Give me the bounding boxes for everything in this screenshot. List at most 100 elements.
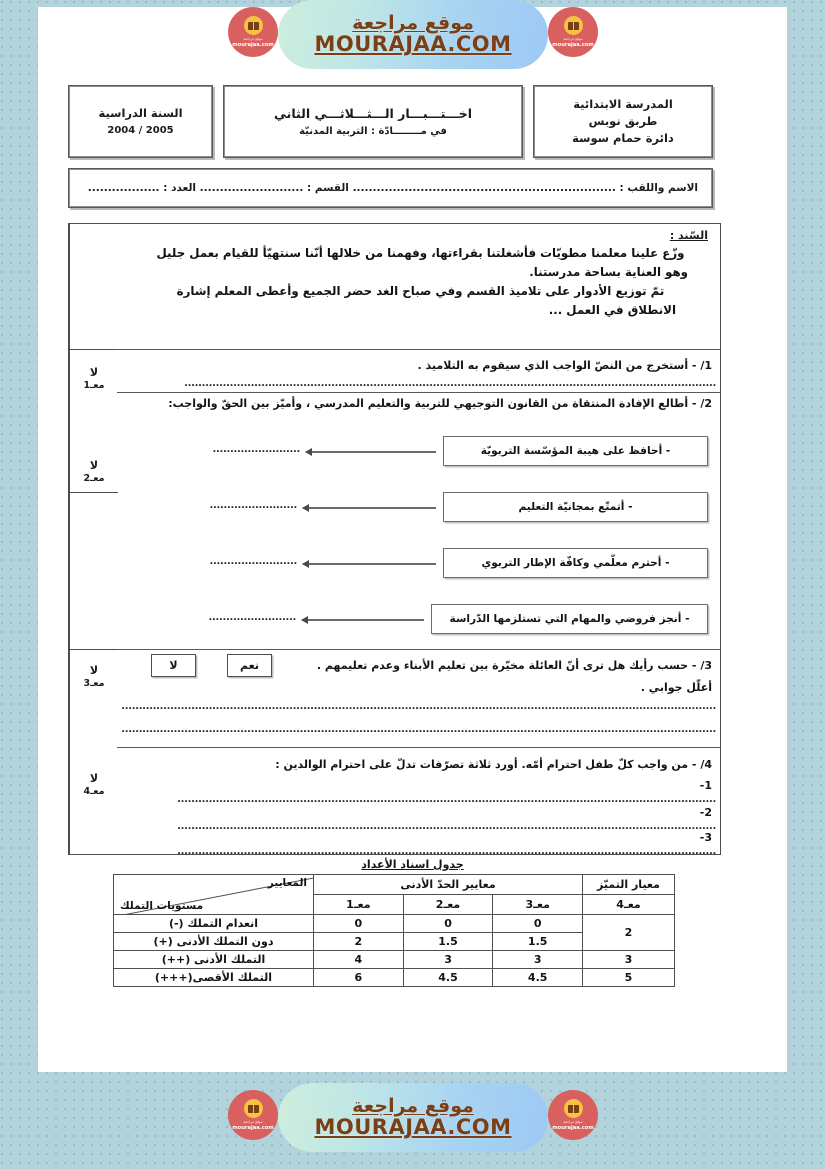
passage-label: السّند : (669, 229, 708, 242)
school-district-line: دائرة حمام سوسة (572, 130, 674, 145)
student-name-field[interactable]: ........................................… (352, 182, 617, 194)
watermark-arabic-text: موقع مراجعة (352, 11, 474, 34)
cell-r2-c2: 1.5 (402, 932, 494, 951)
badge-arabic-label: موقع مراجعة (563, 1120, 583, 1125)
student-number-field[interactable]: .................. (87, 182, 160, 194)
student-class-label: القسم : (307, 182, 349, 194)
school-info-box: المدرسة الابتدائية طربق نوبس دائرة حمام … (533, 85, 713, 158)
exam-body-frame: لا معـ1 لا معـ2 لا معـ3 لا معـ4 السّند :… (68, 223, 721, 857)
corner-levels-label: مستويات التملك (120, 900, 204, 912)
school-name-line1: المدرسة الابتدائية (573, 97, 673, 112)
match-arrow-4 (301, 616, 424, 624)
school-year-box: السنة الدراسية 2004 / 2005 (68, 85, 213, 158)
question-4-answer-line-3[interactable]: ........................................… (177, 846, 716, 857)
cell-r1-c2: 0 (402, 914, 494, 933)
table-row: 2 0 0 0 انعدام التملك (-) (113, 914, 675, 951)
statement-blank-4[interactable]: ......................... (208, 612, 296, 623)
watermark-pill (278, 1083, 548, 1152)
cell-r3-c3: 3 (492, 950, 583, 969)
book-icon (243, 1099, 263, 1119)
cell-r3-c1: 4 (313, 950, 404, 969)
book-icon (563, 1099, 583, 1119)
cell-r1-level: انعدام التملك (-) (113, 914, 314, 933)
badge-url-label: mourajaa.com (232, 1124, 274, 1131)
statement-box-2[interactable]: - أتمتّع بمجانيّة التعليم (443, 492, 708, 522)
question-3-text: 3/ - حسب رأيك هل ترى أنّ العائلة مخيّرة … (316, 659, 712, 672)
book-icon (563, 16, 583, 36)
question-4-item-1-number: 1- (699, 779, 712, 792)
exam-content-area: السّند : وزّع علينا معلمنا مطويّات فأشغل… (117, 224, 720, 857)
student-name-label: الاسم واللقب : (619, 182, 698, 194)
book-icon (243, 16, 263, 36)
question-2-text: 2/ - أطالع الإفادة المنتقاة من القانون ا… (168, 397, 712, 410)
table-row: 5 4.5 4.5 6 التملك الأقصى(+++) (113, 968, 675, 987)
watermark-banner-bottom: موقع مراجعة mourajaa.com موقع مراجعة MOU… (228, 1083, 598, 1152)
question-4-text: 4/ - من واجب كلّ طفل احترام أمّه. أورد ث… (275, 758, 712, 771)
table-row: 3 3 3 4 التملك الأدنى (++) (113, 950, 675, 969)
cell-c4-merged: 2 (582, 914, 675, 951)
exam-header-row: المدرسة الابتدائية طربق نوبس دائرة حمام … (68, 85, 713, 158)
match-arrow-3 (302, 560, 436, 568)
watermark-logo-badge-left: موقع مراجعة mourajaa.com (228, 7, 278, 57)
watermark-arabic-text: موقع مراجعة (352, 1094, 474, 1117)
badge-url-label: mourajaa.com (552, 1124, 594, 1131)
minimum-group-header: معايير الحدّ الأدنى (313, 874, 583, 895)
statement-box-4[interactable]: - أنجز فروضي والمهام التي تستلزمها الدّر… (431, 604, 708, 634)
column-header-c2: معـ2 (402, 894, 494, 915)
criteria-cell-2: لا معـ2 (83, 459, 105, 484)
statement-box-1[interactable]: - أحافظ على هيبة المؤسّسة التربويّة (443, 436, 708, 466)
watermark-pill (278, 0, 548, 69)
badge-arabic-label: موقع مراجعة (243, 37, 263, 42)
excellence-group-header: معيار التميّز (582, 874, 675, 895)
statement-blank-3[interactable]: ......................... (209, 556, 297, 567)
exam-title-main: اخـــتـــبـــار الـــثـــلاثـــي الثاني (273, 105, 473, 121)
cell-r4-c4: 5 (582, 968, 675, 987)
cell-r2-c3: 1.5 (492, 932, 583, 951)
school-year-value: 2004 / 2005 (107, 124, 174, 136)
criteria-cell-3: لا معـ3 (83, 664, 105, 689)
question-4-answer-line-1[interactable]: ........................................… (177, 794, 716, 805)
answer-no-checkbox[interactable]: لا (151, 654, 196, 677)
watermark-banner-top: موقع مراجعة mourajaa.com موقع مراجعة MOU… (228, 0, 598, 69)
criteria-cell-1: لا معـ1 (83, 366, 105, 391)
question-3-answer-line-1[interactable]: ........................................… (121, 701, 716, 712)
passage-line-4: الانطلاق في العمل ... (548, 303, 676, 318)
watermark-logo-badge-right: موقع مراجعة mourajaa.com (548, 7, 598, 57)
badge-url-label: mourajaa.com (552, 41, 594, 48)
watermark-url-text: MOURAJAA.COM (314, 32, 512, 57)
passage-line-1: وزّع علينا معلمنا مطويّات فأشغلتنا بقراء… (156, 246, 685, 260)
question-4-item-3-number: 3- (699, 831, 712, 844)
cell-r4-c1: 6 (313, 968, 404, 987)
criteria-cell-4: لا معـ4 (83, 772, 105, 797)
levels-corner-header: المعايير مستويات التملك (113, 874, 314, 915)
watermark-logo-badge-left: موقع مراجعة mourajaa.com (228, 1090, 278, 1140)
badge-arabic-label: موقع مراجعة (243, 1120, 263, 1125)
passage-text: وزّع علينا معلمنا مطويّات فأشغلتنا بقراء… (131, 244, 710, 320)
watermark-url-text: MOURAJAA.COM (314, 1115, 512, 1140)
watermark-logo-badge-right: موقع مراجعة mourajaa.com (548, 1090, 598, 1140)
statement-blank-2[interactable]: ......................... (209, 500, 297, 511)
cell-r3-level: التملك الأدنى (++) (113, 950, 314, 969)
criteria-column: لا معـ1 لا معـ2 لا معـ3 لا معـ4 (69, 224, 118, 854)
passage-line-2: وهو العناية بساحة مدرستنا. (529, 265, 688, 280)
question-3-answer-line-2[interactable]: ........................................… (121, 724, 716, 735)
cell-r3-c4: 3 (582, 950, 675, 969)
student-class-field[interactable]: .......................... (199, 182, 304, 194)
question-4-answer-line-2[interactable]: ........................................… (177, 821, 716, 832)
question-1-answer-line[interactable]: ........................................… (184, 378, 716, 389)
school-name-line2: طربق نوبس (588, 114, 658, 129)
cell-r2-c1: 2 (313, 932, 404, 951)
cell-r4-c2: 4.5 (402, 968, 494, 987)
passage-line-3: تمّ توزيع الأدوار على تلاميذ القسم وفي ص… (176, 284, 665, 299)
answer-yes-checkbox[interactable]: نعم (227, 654, 272, 677)
badge-arabic-label: موقع مراجعة (563, 37, 583, 42)
statement-blank-1[interactable]: ......................... (212, 444, 300, 455)
column-header-c4: معـ4 (582, 894, 675, 915)
cell-r3-c2: 3 (402, 950, 494, 969)
exam-subject: في مــــــــادّة : التربية المدنيّة (299, 125, 447, 137)
statement-box-3[interactable]: - أحترم معلّمي وكافّة الإطار التربوي (443, 548, 708, 578)
student-identity-row: الاسم واللقب : .........................… (68, 168, 713, 208)
cell-r2-level: دون التملك الأدنى (+) (113, 932, 314, 951)
question-4-item-2-number: 2- (699, 806, 712, 819)
cell-r4-level: التملك الأقصى(+++) (113, 968, 314, 987)
